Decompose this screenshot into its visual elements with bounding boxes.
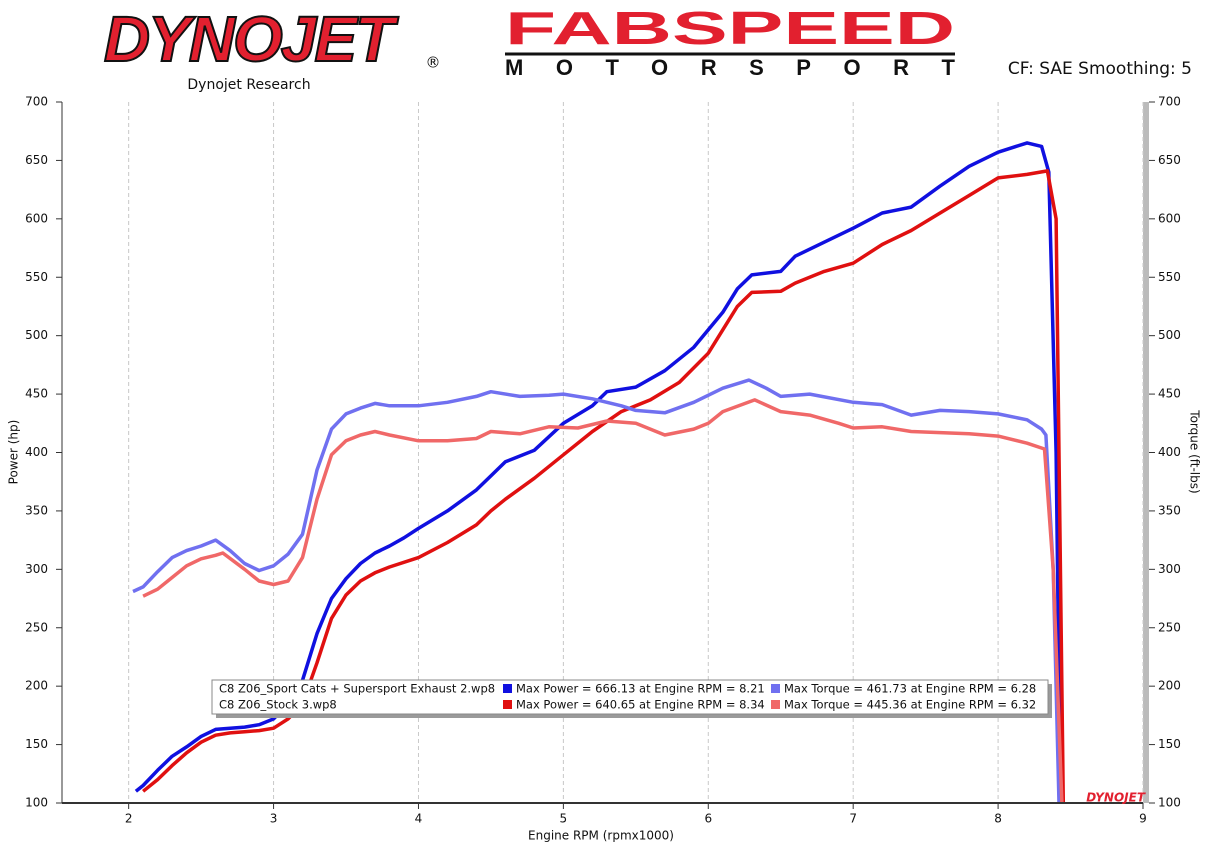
y-tick-label: 600 [25, 211, 48, 225]
y-tick-label: 150 [25, 737, 48, 751]
legend-run: C8 Z06_Sport Cats + Supersport Exhaust 2… [219, 682, 495, 696]
y-axis-title: Power (hp) [7, 420, 21, 485]
x-axis-title: Engine RPM (rpmx1000) [528, 829, 674, 843]
y-tick-label: 500 [25, 328, 48, 342]
brand-logo: DYNOJET [104, 3, 399, 75]
y2-tick-label: 450 [1158, 387, 1181, 401]
brand-subtitle: Dynojet Research [187, 77, 310, 93]
y2-tick-label: 100 [1158, 796, 1181, 810]
y2-tick-label: 650 [1158, 153, 1181, 167]
y2-tick-label: 600 [1158, 211, 1181, 225]
watermark: DYNOJET [1086, 791, 1146, 805]
series-line [142, 169, 1066, 804]
y2-tick-label: 250 [1158, 620, 1181, 634]
legend-box [211, 679, 1049, 715]
y-tick-label: 450 [25, 387, 48, 401]
legend-run: C8 Z06_Stock 3.wp8 [219, 698, 337, 712]
legend-torque: Max Torque = 461.73 at Engine RPM = 6.28 [784, 682, 1036, 696]
y2-tick-label: 400 [1158, 445, 1181, 459]
y2-tick-label: 350 [1158, 503, 1181, 517]
y-tick-label: 100 [25, 796, 48, 810]
series-line [132, 378, 1061, 804]
registered-mark: ® [426, 54, 441, 72]
x-tick-label: 7 [849, 812, 857, 826]
right-axis-band [1143, 102, 1149, 803]
partner-subtitle: MOTORSPORT [505, 55, 956, 80]
x-tick-label: 9 [1139, 812, 1147, 826]
y-tick-label: 550 [25, 270, 48, 284]
y2-axis-title: Torque (ft-lbs) [1188, 409, 1202, 493]
series-line [142, 398, 1064, 804]
x-tick-label: 4 [415, 812, 423, 826]
partner-logo: FABSPEED [505, 2, 955, 54]
y-tick-label: 250 [25, 620, 48, 634]
y-tick-label: 650 [25, 153, 48, 167]
legend-swatch [503, 684, 512, 693]
legend-power: Max Power = 666.13 at Engine RPM = 8.21 [516, 682, 765, 696]
legend-power: Max Power = 640.65 at Engine RPM = 8.34 [516, 698, 765, 712]
y2-tick-label: 300 [1158, 562, 1181, 576]
legend-swatch [503, 700, 512, 709]
y-tick-label: 200 [25, 679, 48, 693]
y2-tick-label: 700 [1158, 95, 1181, 109]
legend-swatch [771, 684, 780, 693]
series-line [134, 141, 1063, 804]
x-tick-label: 5 [560, 812, 568, 826]
y-tick-label: 700 [25, 95, 48, 109]
y2-tick-label: 200 [1158, 679, 1181, 693]
legend-torque: Max Torque = 445.36 at Engine RPM = 6.32 [784, 698, 1036, 712]
y-tick-label: 350 [25, 503, 48, 517]
y2-tick-label: 150 [1158, 737, 1181, 751]
legend-swatch [771, 700, 780, 709]
y-tick-label: 300 [25, 562, 48, 576]
x-tick-label: 8 [994, 812, 1002, 826]
settings-label: CF: SAE Smoothing: 5 [1008, 59, 1192, 79]
x-tick-label: 3 [270, 812, 278, 826]
x-tick-label: 2 [125, 812, 133, 826]
x-tick-label: 6 [704, 812, 712, 826]
y-tick-label: 400 [25, 445, 48, 459]
y2-tick-label: 500 [1158, 328, 1181, 342]
y2-tick-label: 550 [1158, 270, 1181, 284]
